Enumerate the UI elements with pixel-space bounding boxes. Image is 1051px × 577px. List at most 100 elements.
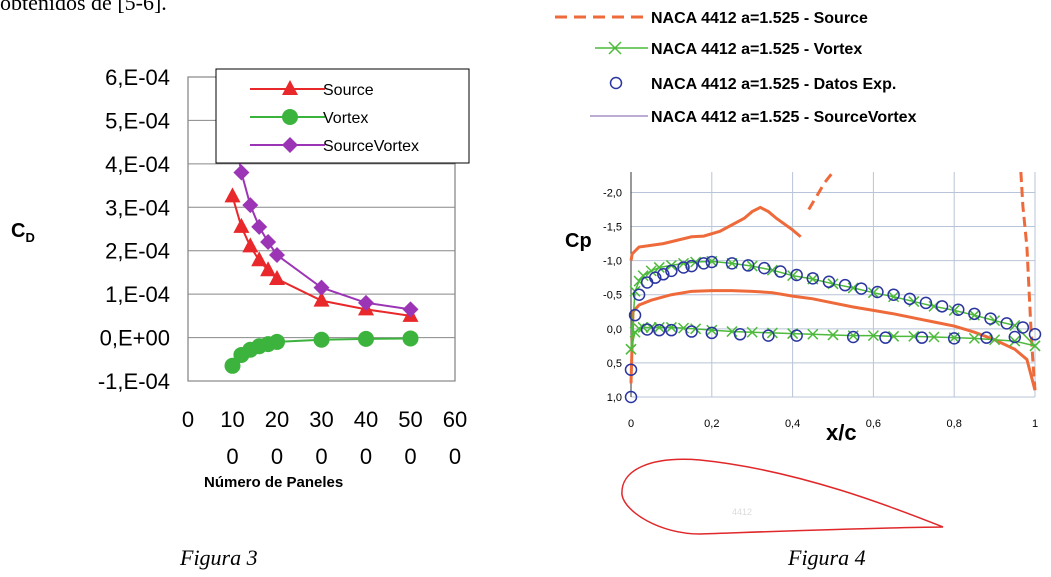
fig4-vortex-lower-marker (625, 343, 637, 355)
fig4-exp-upper-point (919, 296, 933, 310)
fig4-legend-circle (609, 76, 623, 90)
fig4-source-te-curve (1019, 171, 1037, 391)
fig4-exp-upper-point (968, 307, 981, 321)
fig4-legend-label: NACA 4412 a=1.525 - Source (651, 10, 868, 27)
fig3-point-source (269, 269, 285, 285)
fig4-exp-lower-point (1008, 330, 1022, 344)
fig4-exp-upper-point (822, 275, 836, 289)
fig4-exp-upper-point (725, 257, 739, 270)
airfoil-sketch: 4412 (621, 458, 944, 535)
fig3-y-tick-label: 6,E-04 (105, 65, 170, 90)
fig4-vortex-lower-marker (807, 328, 819, 340)
fig3-y-tick-label: 3,E-04 (105, 195, 170, 220)
fig3-x-tick-label-line2: 0 (271, 444, 283, 469)
fig4-x-tick-label: 0,6 (866, 418, 881, 430)
fig3-point-source (233, 217, 250, 233)
fig4-y-tick-label: 0,5 (607, 358, 622, 370)
fig3-point-source (224, 187, 241, 203)
fig4-x-tick-label: 0,2 (704, 418, 719, 430)
fig4-vortex-lower-marker (968, 332, 980, 344)
fig3-x-tick-label-line2: 0 (315, 444, 327, 469)
airfoil-outline (621, 458, 944, 535)
fig3-point-source (260, 261, 277, 277)
figure-4-chart: NACA 4412 a=1.525 - Source NACA 4412 a=1.… (555, 10, 1042, 445)
fig4-vortex-lower-marker (677, 322, 690, 334)
fig4-vortex-upper-marker (637, 270, 649, 282)
fig4-exp-lower-point (653, 323, 666, 337)
fig3-legend-marker (282, 80, 298, 95)
fig4-vortex-lower-marker (827, 329, 839, 341)
fig4-exp-upper-point (685, 259, 698, 273)
fig4-exp-lower-point (685, 325, 698, 338)
fig3-x-tick-label-line2: 0 (449, 444, 461, 469)
fig4-exp-upper-point (838, 278, 852, 292)
fig3-point-vortex (269, 333, 285, 350)
fig4-vortex-lower-marker (706, 324, 718, 336)
fig4-exp-lower-point (762, 329, 775, 342)
fig3-y-tick-label: 4,E-04 (105, 152, 170, 177)
fig3-x-tick-label: 20 (265, 407, 289, 432)
fig3-y-tick-label: 2,E-04 (105, 239, 170, 264)
fig4-legend: NACA 4412 a=1.525 - Source NACA 4412 a=1.… (555, 10, 917, 126)
fig3-legend-label: SourceVortex (323, 138, 419, 155)
fig4-vortex-upper-marker (888, 291, 900, 303)
fig4-vortex-lower-marker (867, 330, 879, 342)
fig4-exp-upper-point (903, 292, 917, 306)
fig4-y-tick-label: -1,0 (603, 256, 622, 268)
fig3-legend-label: Source (323, 82, 374, 99)
fig4-legend-label: NACA 4412 a=1.525 - SourceVortex (651, 109, 917, 126)
fig4-vortex-lower-marker (665, 321, 677, 333)
fig3-point-sourcevortex (269, 247, 285, 264)
fig4-exp-lower-point (915, 331, 929, 344)
fig4-exp-lower-point (1028, 328, 1042, 341)
fig3-point-sourcevortex (313, 279, 330, 296)
fig4-exp-upper-point (1016, 321, 1030, 334)
fig4-exp-upper-point (887, 288, 900, 301)
fig4-exp-upper-point (871, 285, 884, 299)
fig4-vortex-lower-marker (653, 321, 665, 333)
fig4-vortex-upper-line (630, 260, 1036, 350)
fig4-exp-upper-point (705, 255, 719, 269)
fig3-legend-marker (282, 137, 298, 153)
fig3-y-tick-label: 5,E-04 (105, 108, 170, 133)
fig4-exp-upper-point (697, 257, 710, 270)
fig3-point-sourcevortex (251, 218, 268, 235)
fig4-exp-upper-point (657, 268, 670, 281)
fig3-x-tick-label: 40 (354, 407, 378, 432)
top-body-text: obtenidos de [5-6]. (0, 0, 167, 15)
fig4-exp-upper-point (632, 288, 646, 301)
fig3-y-axis-label: CD (11, 220, 35, 245)
fig4-y-tick-label: -0,5 (603, 290, 622, 302)
fig4-y-axis-label: Cp (565, 230, 592, 252)
figure-3-chart: 6,E-04 5,E-04 4,E-04 3,E-04 2,E-04 1,E-04 0,E+… (11, 65, 470, 491)
fig4-legend-label: NACA 4412 a=1.525 - Vortex (651, 41, 862, 58)
fig3-point-sourcevortex (233, 164, 250, 181)
fig4-vortex-upper-marker (948, 304, 960, 316)
fig3-x-tick-labels: 0 10 0 20 0 30 0 40 0 50 0 60 0 (182, 407, 467, 469)
fig4-exp-lower-point (733, 328, 747, 341)
fig4-vortex-upper-marker (653, 261, 665, 273)
fig4-vortex-lower-marker (928, 331, 940, 343)
fig4-exp-upper-point (665, 264, 678, 278)
fig4-exp-upper-point (855, 282, 868, 295)
fig4-exp-upper-point (774, 265, 787, 278)
fig4-y-tick-label: -2,0 (603, 187, 622, 199)
fig4-exp-upper-point (640, 276, 654, 289)
fig4-vortex-upper-marker (787, 270, 799, 282)
fig3-y-tick-label: 0,E+00 (100, 326, 170, 351)
fig4-x-tick-label: 0,4 (785, 418, 800, 430)
fig3-x-tick-label-line2: 0 (226, 444, 238, 469)
fig4-exp-upper-point (935, 300, 949, 313)
caption-figura-4: Figura 4 (787, 545, 866, 570)
fig3-legend-marker (282, 109, 298, 125)
airfoil-label: 4412 (732, 507, 752, 517)
fig4-exp-upper-point (624, 363, 638, 376)
fig4-exp-upper-point (677, 261, 690, 274)
fig4-y-tick-labels: -2,0 -1,5 -1,0 -0,5 0,0 0,5 1,0 (603, 187, 622, 404)
fig4-source-dashed-curve (807, 171, 835, 211)
fig3-point-sourcevortex (260, 234, 277, 251)
fig4-y-tick-label: 0,0 (607, 324, 622, 336)
fig4-exp-lower-point (624, 390, 638, 404)
